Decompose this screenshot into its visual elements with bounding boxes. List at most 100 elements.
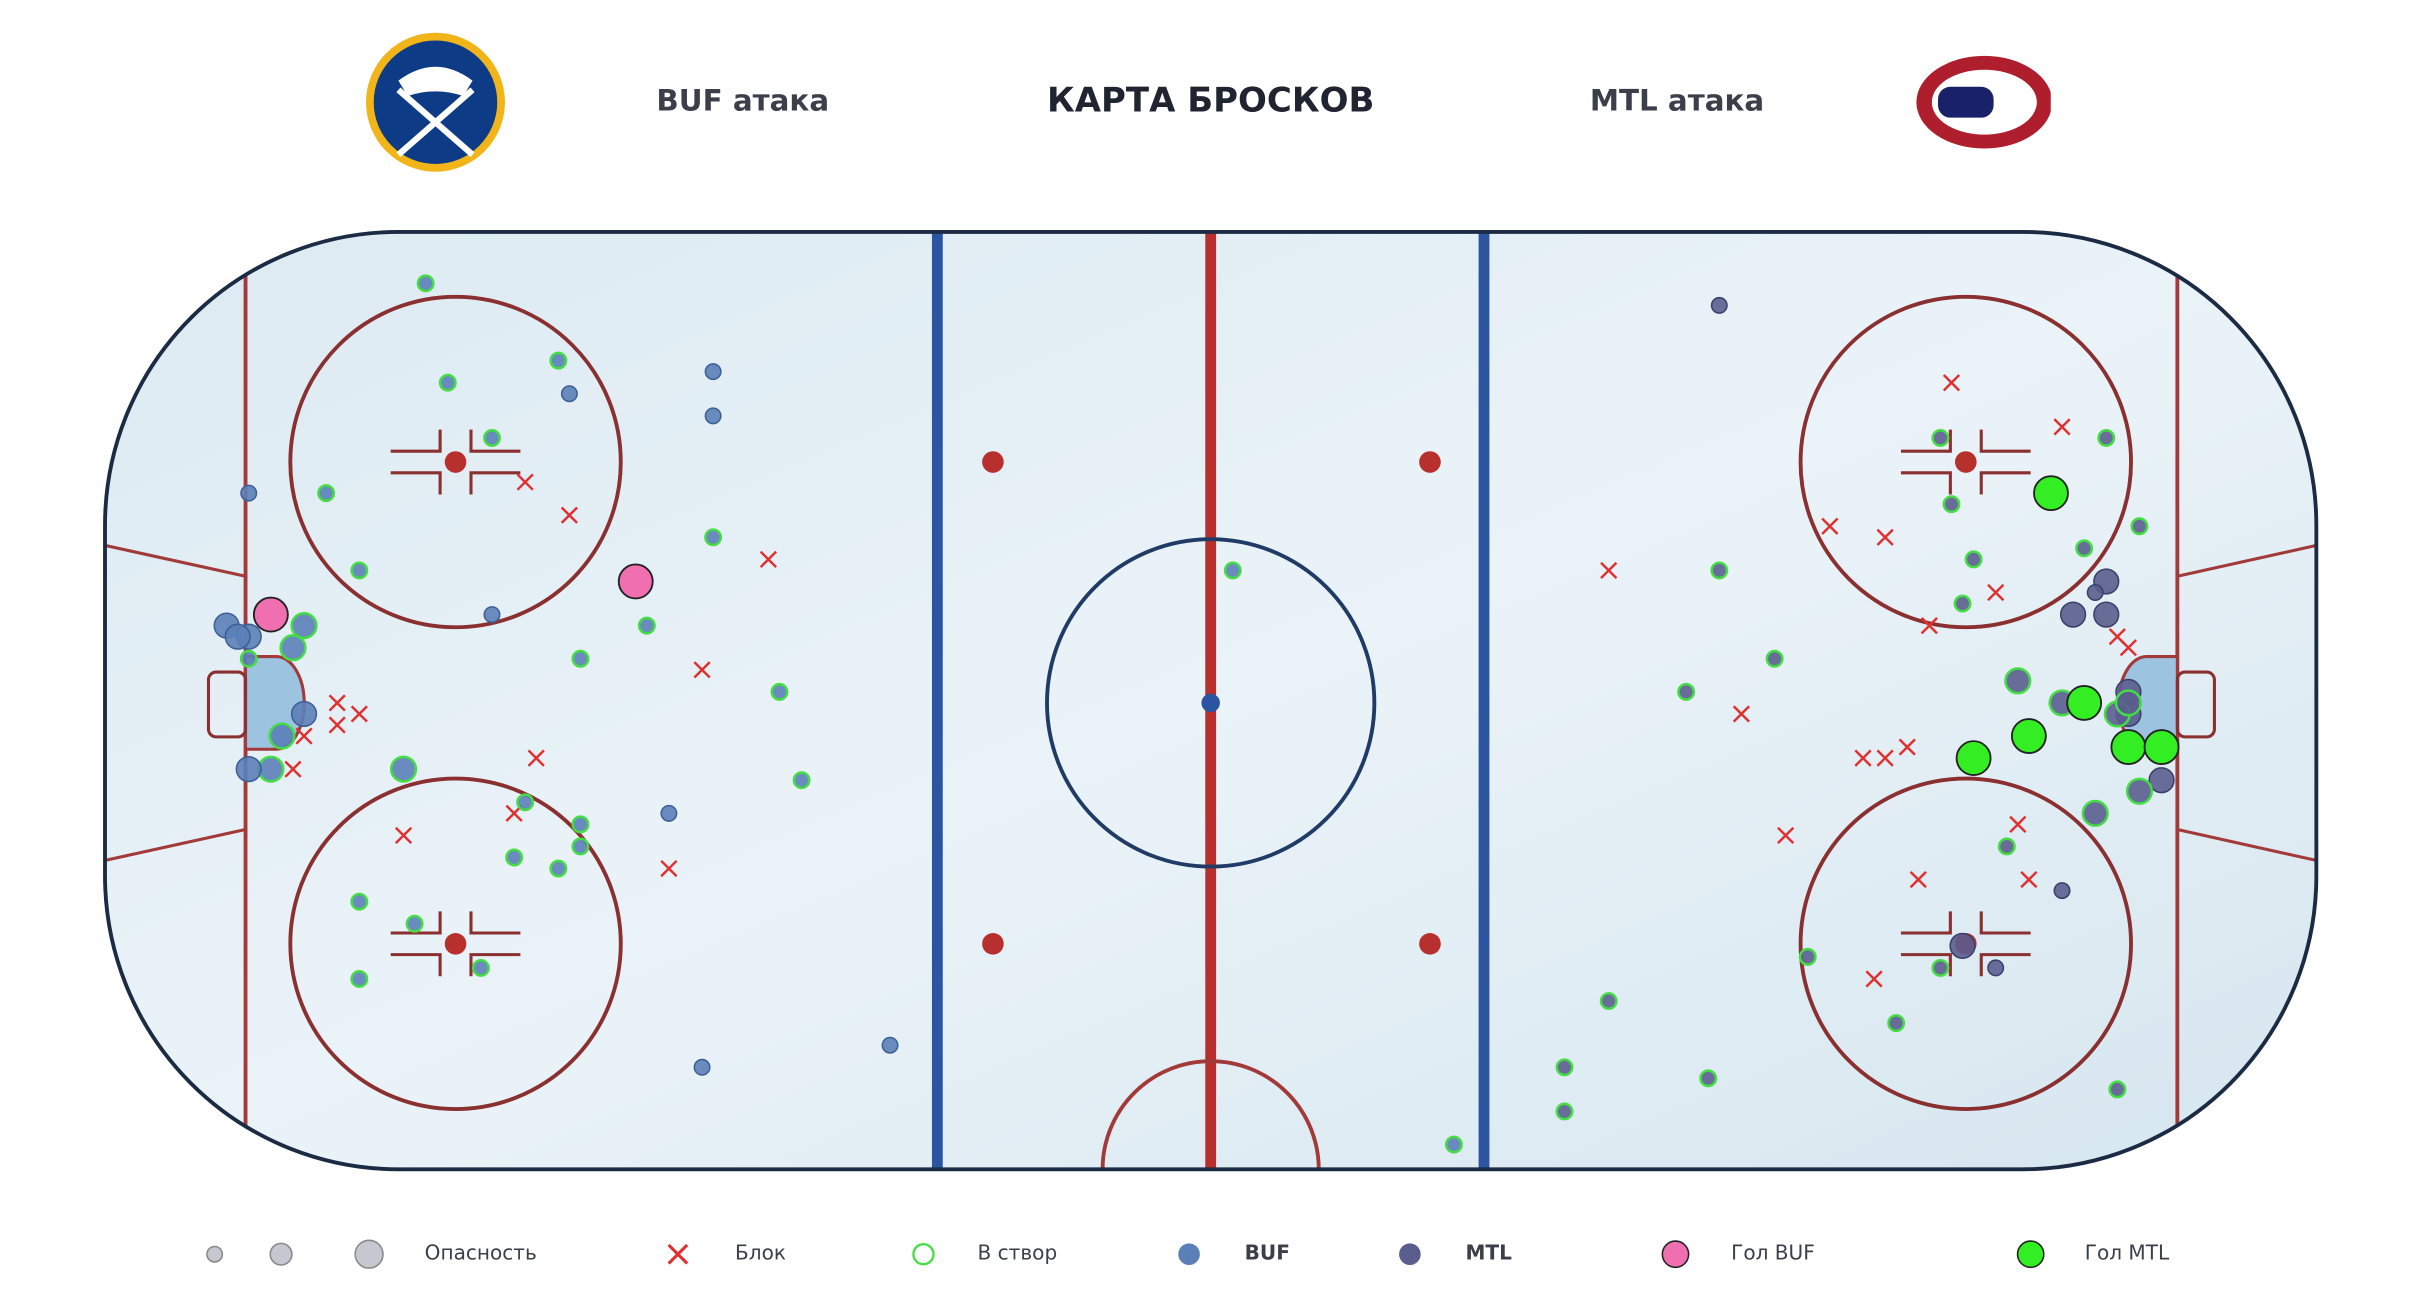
block-shot bbox=[1865, 970, 1883, 988]
block-shot bbox=[2053, 418, 2071, 436]
block-shot bbox=[1942, 374, 1961, 392]
on-target-shot bbox=[571, 815, 590, 834]
on-target-shot bbox=[416, 274, 435, 293]
block-shot bbox=[328, 694, 346, 712]
legend-size-medium bbox=[269, 1242, 293, 1266]
missed-shot bbox=[2053, 882, 2071, 900]
goal-shot bbox=[2010, 718, 2047, 754]
legend-on-icon bbox=[912, 1243, 935, 1266]
title: КАРТА БРОСКОВ bbox=[1047, 81, 1374, 121]
missed-shot bbox=[704, 407, 722, 425]
missed-shot bbox=[660, 804, 678, 822]
on-target-shot bbox=[1555, 1102, 1574, 1121]
missed-shot bbox=[1949, 932, 1976, 959]
on-target-shot bbox=[571, 649, 590, 668]
on-target-shot bbox=[2097, 428, 2116, 447]
block-shot bbox=[1898, 738, 1916, 756]
on-target-shot bbox=[290, 612, 318, 640]
missed-shot bbox=[2059, 601, 2087, 628]
buf-logo bbox=[365, 32, 505, 172]
missed-shot bbox=[2148, 767, 2175, 794]
on-target-shot bbox=[704, 528, 723, 547]
shots bbox=[213, 274, 2180, 1154]
missed-shot bbox=[290, 700, 318, 728]
on-target-shot bbox=[239, 649, 258, 668]
goal-shot bbox=[2033, 475, 2069, 512]
on-target-shot bbox=[350, 892, 369, 911]
on-target-shot bbox=[1931, 428, 1950, 447]
legend-on-target: В створ bbox=[977, 1241, 1057, 1265]
on-target-shot bbox=[279, 634, 307, 662]
legend-block-icon bbox=[667, 1243, 689, 1265]
legend-block: Блок bbox=[735, 1241, 786, 1265]
on-target-shot bbox=[2125, 777, 2154, 805]
block-shot bbox=[759, 550, 778, 568]
on-target-shot bbox=[405, 914, 424, 933]
on-target-shot bbox=[1677, 682, 1696, 701]
on-target-shot bbox=[1765, 649, 1784, 668]
missed-shot bbox=[1710, 296, 1728, 314]
block-shot bbox=[1876, 528, 1894, 546]
legend-goal-b: Гол MTL bbox=[2085, 1241, 2170, 1265]
missed-shot bbox=[235, 756, 262, 783]
legend-team-b: MTL bbox=[1465, 1241, 1512, 1265]
block-shot bbox=[527, 749, 545, 767]
legend-buf-icon bbox=[1178, 1243, 1200, 1266]
on-target-shot bbox=[2108, 1080, 2127, 1099]
block-shot bbox=[516, 473, 534, 491]
block-shot bbox=[1909, 870, 1927, 889]
on-target-shot bbox=[637, 616, 656, 635]
legend-goal-a: Гол BUF bbox=[1731, 1241, 1815, 1265]
missed-shot bbox=[240, 484, 258, 502]
block-shot bbox=[295, 727, 313, 745]
block-shot bbox=[1777, 826, 1795, 845]
goal-shot bbox=[617, 563, 654, 600]
on-target-shot bbox=[483, 428, 501, 447]
left-label: BUF атака bbox=[656, 84, 829, 118]
on-target-shot bbox=[438, 373, 457, 392]
right-label: MTL атака bbox=[1590, 84, 1764, 118]
legend-mtl-icon bbox=[1399, 1243, 1421, 1266]
on-target-shot bbox=[471, 958, 490, 977]
block-shot bbox=[660, 859, 678, 878]
on-target-shot bbox=[1997, 837, 2016, 856]
missed-shot bbox=[483, 606, 501, 624]
mtl-logo bbox=[1916, 55, 2067, 149]
rink bbox=[103, 229, 2319, 1172]
on-target-shot bbox=[1699, 1069, 1718, 1088]
legend: Опасность Блок В створ BUF MTL Гол BUF Г… bbox=[206, 1239, 2170, 1269]
on-target-shot bbox=[549, 351, 568, 370]
block-shot bbox=[394, 826, 413, 845]
on-target-shot bbox=[389, 755, 418, 783]
on-target-shot bbox=[1798, 947, 1817, 966]
on-target-shot bbox=[770, 682, 789, 701]
on-target-shot bbox=[1710, 561, 1729, 580]
on-target-shot bbox=[2114, 689, 2142, 717]
on-target-shot bbox=[1444, 1135, 1463, 1154]
on-target-shot bbox=[2130, 517, 2149, 536]
on-target-shot bbox=[1964, 550, 1983, 569]
on-target-shot bbox=[257, 755, 285, 783]
on-target-shot bbox=[1931, 958, 1950, 977]
on-target-shot bbox=[317, 484, 336, 503]
block-shot bbox=[1876, 749, 1894, 767]
on-target-shot bbox=[1953, 594, 1972, 613]
block-shot bbox=[693, 661, 711, 679]
block-shot bbox=[2020, 870, 2038, 889]
on-target-shot bbox=[792, 771, 811, 790]
on-target-shot bbox=[1555, 1058, 1574, 1077]
goal-shot bbox=[1955, 740, 1992, 777]
block-shot bbox=[1987, 583, 2005, 602]
header: BUF атака КАРТА БРОСКОВ MTL атака bbox=[365, 32, 2067, 172]
block-shot bbox=[560, 506, 578, 524]
block-shot bbox=[2009, 815, 2027, 833]
missed-shot bbox=[560, 385, 578, 403]
missed-shot bbox=[224, 623, 251, 650]
goal-shot bbox=[252, 596, 289, 633]
on-target-shot bbox=[571, 837, 590, 856]
missed-shot bbox=[704, 363, 722, 381]
legend-team-a: BUF bbox=[1245, 1241, 1290, 1265]
goal-shot bbox=[2143, 729, 2180, 765]
missed-shot bbox=[881, 1036, 899, 1054]
